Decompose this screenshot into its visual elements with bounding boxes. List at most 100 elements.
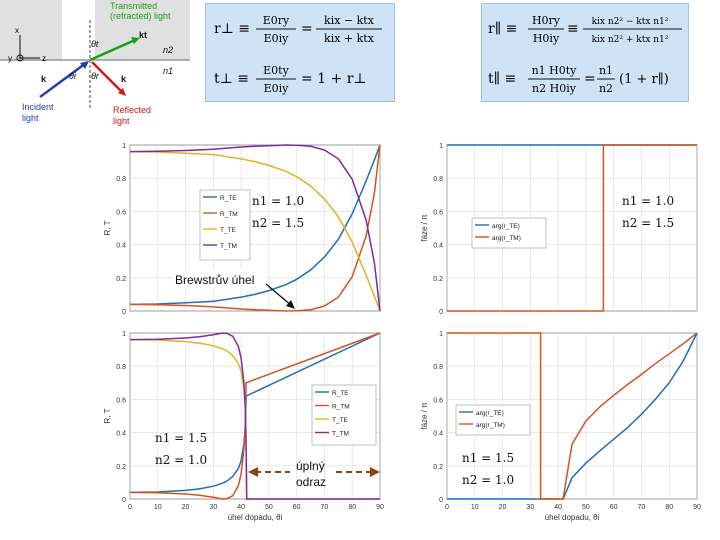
reflected-ray	[91, 61, 123, 93]
n1-label: n1	[163, 66, 173, 76]
x-axis-label: úhel dopadu, θi	[545, 513, 600, 522]
brewster-pointer	[265, 283, 293, 307]
ki-label: k	[41, 74, 47, 84]
y-axis-label: R, T	[103, 220, 112, 235]
xtick-label: 70	[638, 504, 646, 511]
tm-equations-box: r∥ ≡ H0ry H0iy ≡ kix n2² − ktx n1² kix n…	[481, 3, 689, 102]
interface-left-medium	[0, 0, 62, 60]
incident-label: Incident light	[22, 102, 54, 123]
ytick-label: 0.4	[116, 431, 126, 438]
xtick-label: 80	[348, 504, 356, 511]
kr-label: k	[121, 74, 127, 84]
series-line-r-tm	[129, 144, 381, 312]
media-label: n2 = 1.5	[252, 216, 304, 230]
ytick-label: 0.2	[116, 464, 126, 471]
ytick-label: 0.2	[433, 276, 443, 283]
tir-label-line2: odraz	[296, 475, 326, 489]
xtick-label: 0	[128, 504, 132, 511]
tm-t-den1: n2 H0iy	[532, 82, 577, 95]
theta-r-label: θr	[91, 71, 100, 81]
xtick-label: 10	[154, 504, 162, 511]
xtick-label: 90	[693, 504, 701, 511]
ytick-label: 0	[439, 309, 443, 316]
tir-label-line1: úplný	[296, 459, 325, 473]
incident-ray	[39, 61, 87, 99]
series-line-t-tm	[129, 332, 380, 500]
ytick-label: 0.4	[116, 243, 126, 250]
svg-text:=: =	[584, 71, 596, 87]
ytick-label: 1	[122, 331, 126, 338]
ytick-label: 0.6	[116, 397, 126, 404]
ytick-label: 0.6	[116, 209, 126, 216]
legend-entry: R_TM	[332, 404, 350, 411]
series-line-r-tm	[129, 332, 381, 500]
ytick-label: 0	[122, 497, 126, 504]
axis-y-label: y	[8, 54, 12, 63]
xtick-label: 30	[209, 504, 217, 511]
chart-panel-1: 0 0.2 0.4 0.6 0.8 1 R, T R_TE R_TM T_TE T_TM n1 = 1…	[103, 143, 381, 316]
theta-t-label: θt	[91, 39, 99, 49]
x-axis-label: úhel dopadu, θi	[228, 513, 283, 522]
legend-entry: R_TM	[220, 211, 238, 218]
svg-text:≡: ≡	[567, 21, 579, 37]
legend-entry: T_TM	[332, 431, 349, 438]
legend-entry: T_TE	[220, 227, 237, 234]
ytick-label: 0.8	[433, 176, 443, 183]
legend-box	[455, 404, 531, 436]
tm-t-den2: n2	[599, 82, 613, 95]
ytick-label: 0	[122, 309, 126, 316]
incident-arrow-icon	[80, 61, 89, 69]
xtick-label: 10	[471, 504, 479, 511]
brewster-arrow-icon	[286, 300, 295, 309]
axes-icon: x z y	[8, 26, 46, 63]
tm-equations: r∥ ≡ H0ry H0iy ≡ kix n2² − ktx n1² kix n…	[488, 14, 682, 95]
ytick-label: 0.2	[433, 464, 443, 471]
series-line-t-tm	[129, 144, 381, 312]
te-equations: r⊥ ≡ E0ry E0iy = kix − ktx kix + ktx t⊥ …	[214, 14, 382, 95]
axis-x-label: x	[15, 26, 19, 35]
series-line-arg-r-te-	[447, 332, 698, 500]
te-equations-box: r⊥ ≡ E0ry E0iy = kix − ktx kix + ktx t⊥ …	[205, 3, 395, 102]
media-label: n1 = 1.0	[622, 194, 674, 208]
annotations: Brewstrův úhel úplný odraz	[172, 270, 380, 489]
reflected-label: Reflected light	[113, 105, 151, 126]
legend-box	[199, 189, 251, 261]
ytick-label: 0.6	[433, 209, 443, 216]
te-r-num2: kix − ktx	[324, 14, 375, 27]
xtick-label: 80	[665, 504, 673, 511]
ytick-label: 0	[439, 497, 443, 504]
tm-r-num1: H0ry	[532, 14, 561, 27]
xtick-label: 50	[265, 504, 273, 511]
legend-entry: R_TE	[220, 195, 237, 202]
axis-z-label: z	[42, 54, 46, 63]
ytick-label: 0.4	[433, 431, 443, 438]
ytick-label: 1	[122, 143, 126, 150]
media-label: n2 = 1.5	[622, 216, 674, 230]
kt-label: kt	[139, 30, 147, 40]
xtick-label: 90	[376, 504, 384, 511]
xtick-label: 20	[182, 504, 190, 511]
tm-r-lhs: r∥ ≡	[488, 21, 517, 37]
svg-text:=: =	[301, 21, 313, 37]
xtick-label: 40	[554, 504, 562, 511]
tm-t-lhs: t∥ ≡	[488, 71, 516, 87]
series-line-arg-r-tm-	[447, 144, 697, 312]
y-axis-label: R, T	[103, 408, 112, 423]
y-axis-label: fáze / π	[420, 214, 429, 242]
ytick-label: 0.6	[433, 397, 443, 404]
legend-box	[471, 217, 547, 249]
media-label: n1 = 1.0	[252, 194, 304, 208]
tm-t-num1: n1 H0ty	[532, 64, 578, 77]
tm-r-den2: kix n2² + ktx n1²	[592, 35, 669, 45]
tm-r-num2: kix n2² − ktx n1²	[592, 17, 669, 27]
xtick-label: 60	[293, 504, 301, 511]
ytick-label: 0.8	[116, 364, 126, 371]
xtick-label: 50	[582, 504, 590, 511]
tir-arrow-right-icon	[370, 467, 380, 477]
xtick-label: 40	[237, 504, 245, 511]
media-label: n2 = 1.0	[155, 453, 207, 467]
tm-t-rhs: (1 + r∥)	[619, 72, 669, 87]
xtick-label: 0	[445, 504, 449, 511]
